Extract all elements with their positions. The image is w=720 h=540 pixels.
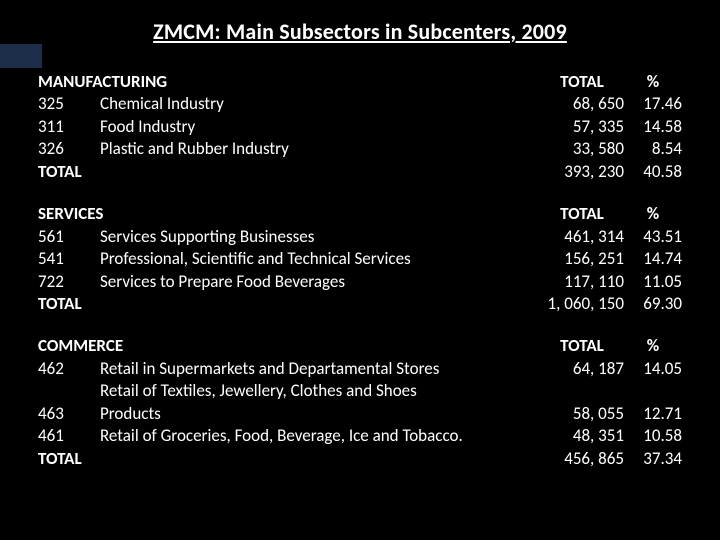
- section-name: COMMERCE: [38, 335, 526, 357]
- section-header: COMMERCE TOTAL %: [38, 335, 682, 357]
- row-pct: 17.46: [624, 93, 682, 115]
- row-pct: 12.71: [624, 403, 682, 425]
- total-label: TOTAL: [38, 448, 100, 470]
- row-code: 311: [38, 116, 100, 138]
- row-code: 462: [38, 358, 100, 380]
- section-total-row: TOTAL 393, 230 40.58: [38, 161, 682, 183]
- row-code: 326: [38, 138, 100, 160]
- row-total: 64, 187: [526, 358, 624, 380]
- table-row: 462 Retail in Supermarkets and Departame…: [38, 358, 682, 380]
- row-pct: [624, 380, 682, 402]
- row-desc: Professional, Scientific and Technical S…: [100, 248, 526, 270]
- row-pct: 14.05: [624, 358, 682, 380]
- section-manufacturing: MANUFACTURING TOTAL % 325 Chemical Indus…: [38, 71, 682, 183]
- section-header: SERVICES TOTAL %: [38, 203, 682, 225]
- sum-pct: 37.34: [624, 448, 682, 470]
- sum-total: 1, 060, 150: [526, 293, 624, 315]
- section-services: SERVICES TOTAL % 561 Services Supporting…: [38, 203, 682, 315]
- row-desc: Services Supporting Businesses: [100, 226, 526, 248]
- col-total: TOTAL: [526, 335, 624, 357]
- row-code: 722: [38, 271, 100, 293]
- col-pct: %: [624, 71, 682, 93]
- row-code: 461: [38, 425, 100, 447]
- table-row: 541 Professional, Scientific and Technic…: [38, 248, 682, 270]
- accent-box: [0, 44, 42, 68]
- row-pct: 43.51: [624, 226, 682, 248]
- row-desc: Retail of Textiles, Jewellery, Clothes a…: [100, 380, 526, 402]
- row-desc: Food Industry: [100, 116, 526, 138]
- row-desc: Chemical Industry: [100, 93, 526, 115]
- row-pct: 14.74: [624, 248, 682, 270]
- row-total: 58, 055: [526, 403, 624, 425]
- row-code: 541: [38, 248, 100, 270]
- table-row: 311 Food Industry 57, 335 14.58: [38, 116, 682, 138]
- row-desc: Plastic and Rubber Industry: [100, 138, 526, 160]
- section-name: MANUFACTURING: [38, 71, 526, 93]
- table-row: 325 Chemical Industry 68, 650 17.46: [38, 93, 682, 115]
- table-row: 461 Retail of Groceries, Food, Beverage,…: [38, 425, 682, 447]
- row-total: 117, 110: [526, 271, 624, 293]
- row-desc: Retail of Groceries, Food, Beverage, Ice…: [100, 425, 526, 447]
- row-total: [526, 380, 624, 402]
- slide-title: ZMCM: Main Subsectors in Subcenters, 200…: [38, 18, 682, 45]
- section-commerce: COMMERCE TOTAL % 462 Retail in Supermark…: [38, 335, 682, 470]
- col-pct: %: [624, 203, 682, 225]
- section-total-row: TOTAL 1, 060, 150 69.30: [38, 293, 682, 315]
- total-label: TOTAL: [38, 293, 100, 315]
- row-pct: 11.05: [624, 271, 682, 293]
- section-header: MANUFACTURING TOTAL %: [38, 71, 682, 93]
- total-label: TOTAL: [38, 161, 100, 183]
- row-desc: Retail in Supermarkets and Departamental…: [100, 358, 526, 380]
- row-total: 156, 251: [526, 248, 624, 270]
- section-name: SERVICES: [38, 203, 526, 225]
- table-row: 463 Products 58, 055 12.71: [38, 403, 682, 425]
- row-code: 463: [38, 403, 100, 425]
- row-total: 461, 314: [526, 226, 624, 248]
- table-row: 326 Plastic and Rubber Industry 33, 580 …: [38, 138, 682, 160]
- row-total: 68, 650: [526, 93, 624, 115]
- row-desc: Services to Prepare Food Beverages: [100, 271, 526, 293]
- table-row: 722 Services to Prepare Food Beverages 1…: [38, 271, 682, 293]
- sum-pct: 69.30: [624, 293, 682, 315]
- row-total: 57, 335: [526, 116, 624, 138]
- row-desc: Products: [100, 403, 526, 425]
- col-total: TOTAL: [526, 203, 624, 225]
- row-code: 561: [38, 226, 100, 248]
- row-pct: 8.54: [624, 138, 682, 160]
- sum-pct: 40.58: [624, 161, 682, 183]
- table-row: Retail of Textiles, Jewellery, Clothes a…: [38, 380, 682, 402]
- sum-total: 456, 865: [526, 448, 624, 470]
- col-total: TOTAL: [526, 71, 624, 93]
- col-pct: %: [624, 335, 682, 357]
- row-total: 33, 580: [526, 138, 624, 160]
- section-total-row: TOTAL 456, 865 37.34: [38, 448, 682, 470]
- row-code: [38, 380, 100, 402]
- sum-total: 393, 230: [526, 161, 624, 183]
- row-pct: 14.58: [624, 116, 682, 138]
- table-row: 561 Services Supporting Businesses 461, …: [38, 226, 682, 248]
- row-total: 48, 351: [526, 425, 624, 447]
- row-code: 325: [38, 93, 100, 115]
- row-pct: 10.58: [624, 425, 682, 447]
